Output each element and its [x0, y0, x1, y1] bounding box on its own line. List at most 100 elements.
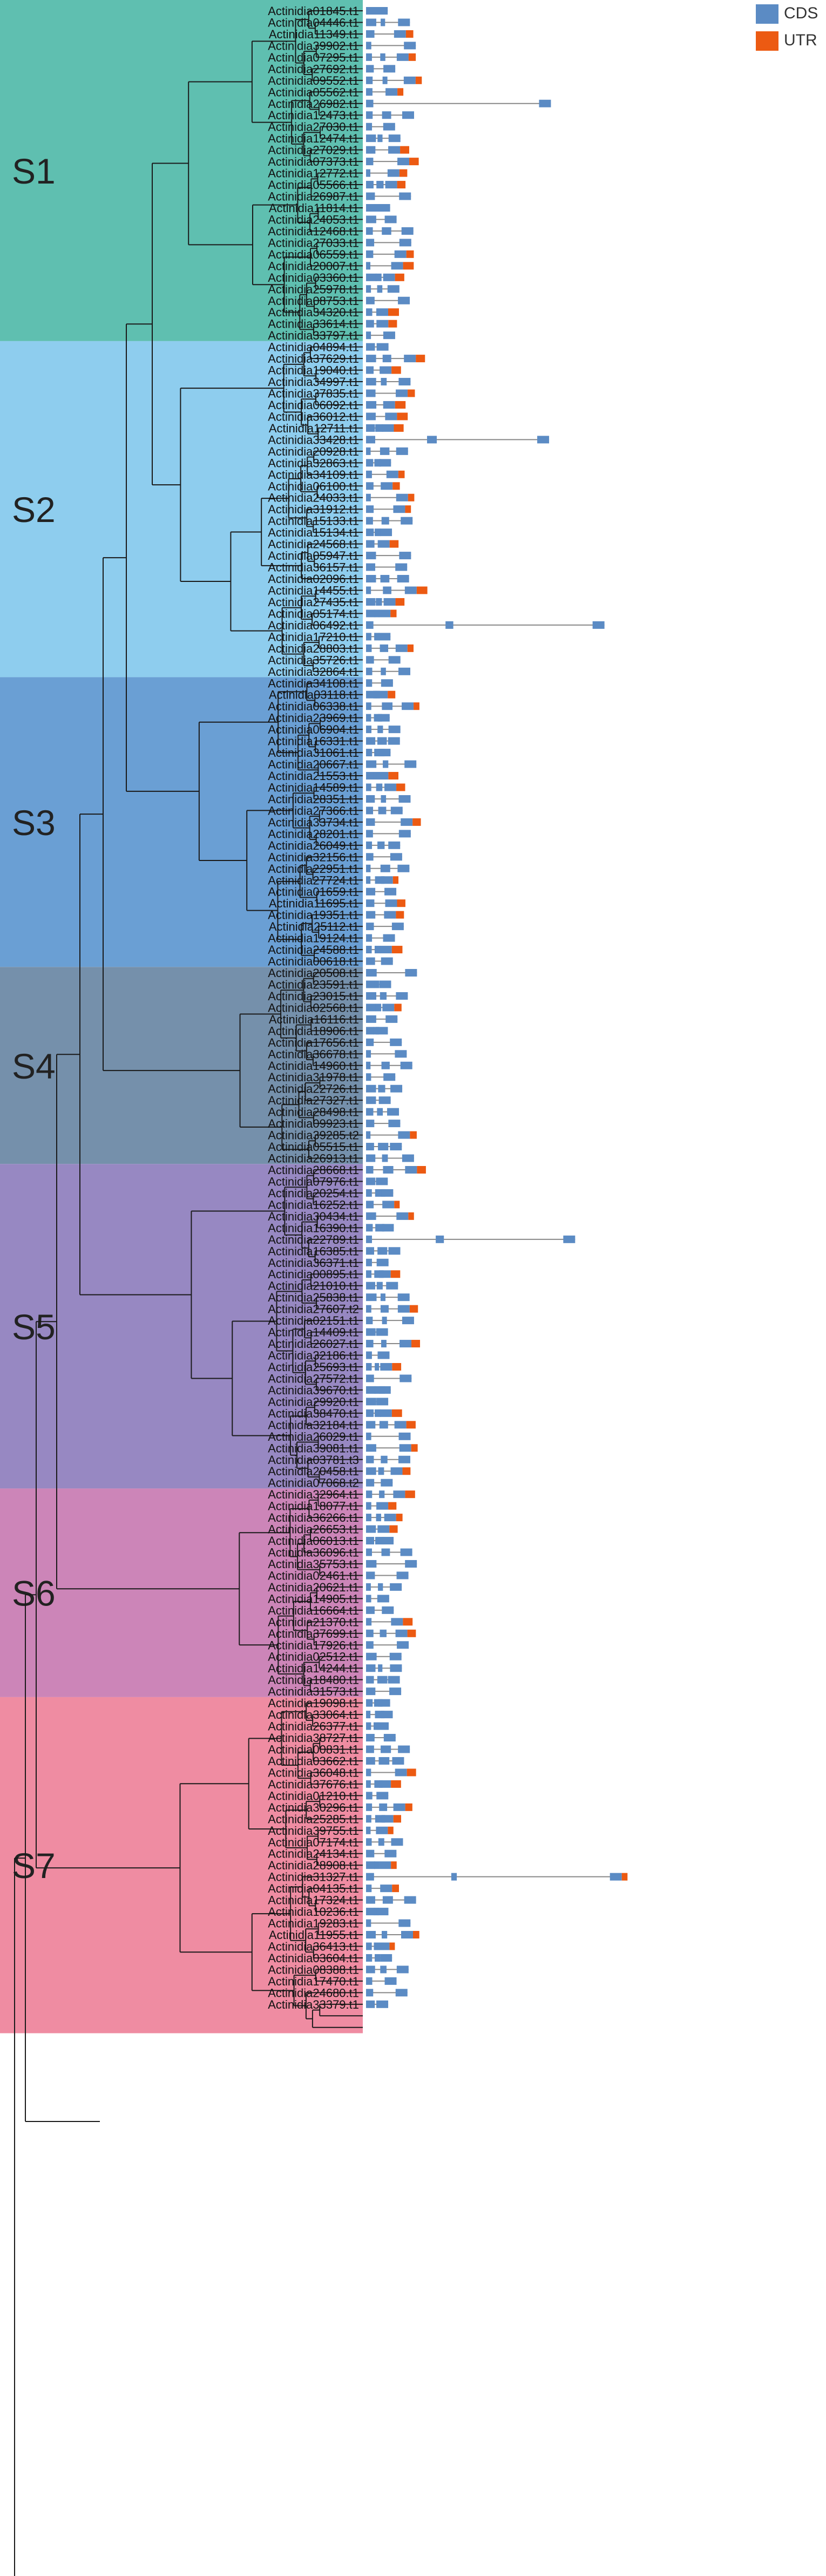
gene-label: Actinidia17210.t1	[268, 630, 359, 643]
cds-exon	[366, 1108, 374, 1116]
cds-exon	[366, 1711, 371, 1719]
gene-structure	[366, 1838, 403, 1846]
gene-label: Actinidia18480.t1	[268, 1673, 359, 1687]
gene-structure	[366, 99, 551, 107]
gene-label: Actinidia24588.t1	[268, 943, 359, 957]
gene-label: Actinidia03662.t1	[268, 1754, 359, 1768]
cds-exon	[374, 633, 380, 641]
utr-segment	[397, 181, 406, 189]
gene-label: Actinidia02151.t1	[268, 1314, 359, 1327]
cds-exon	[366, 1270, 372, 1278]
utr-segment	[389, 540, 399, 548]
cds-exon	[366, 53, 372, 61]
gene-label: Actinidia36266.t1	[268, 1511, 359, 1524]
gene-label: Actinidia06013.t1	[268, 1534, 359, 1548]
cds-exon	[366, 1073, 371, 1081]
utr-segment	[392, 1884, 399, 1893]
gene-structure	[366, 1502, 397, 1510]
cds-exon	[380, 864, 390, 872]
cds-exon	[366, 1664, 376, 1672]
gene-structure	[366, 1096, 391, 1104]
gene-label: Actinidia24568.t1	[268, 538, 359, 551]
cds-exon	[366, 1757, 375, 1765]
cds-exon	[380, 992, 387, 1000]
cds-exon	[366, 1490, 373, 1499]
tree-branches	[14, 10, 363, 2576]
gene-label: Actinidia11955.t1	[269, 1928, 359, 1942]
cds-exon	[402, 111, 414, 119]
cds-exon	[395, 1050, 407, 1058]
gene-structure	[366, 980, 391, 988]
gene-label: Actinidia15134.t1	[268, 526, 359, 539]
utr-segment	[408, 53, 416, 61]
cds-exon	[383, 934, 395, 942]
gene-label: Actinidia14589.t1	[268, 781, 359, 794]
subfamily-band-s5	[0, 1164, 363, 1489]
gene-label: Actinidia26653.t1	[268, 1523, 359, 1536]
cds-exon	[366, 853, 374, 861]
cds-exon	[366, 88, 373, 96]
cds-exon	[378, 806, 387, 815]
gene-structure	[366, 1792, 389, 1800]
cds-exon	[381, 517, 389, 525]
gene-label: Actinidia39285.t2	[268, 1129, 359, 1142]
gene-structure	[366, 1270, 401, 1278]
gene-label: Actinidia22726.t1	[268, 1082, 359, 1096]
cds-exon	[382, 1931, 388, 1939]
gene-structure	[366, 1583, 402, 1591]
cds-exon	[388, 737, 400, 745]
cds-exon	[366, 528, 374, 537]
gene-label: Actinidia34997.t1	[268, 375, 359, 389]
gene-structure	[366, 1073, 396, 1081]
subfamily-band-s6	[0, 1488, 363, 1697]
cds-exon	[376, 772, 389, 780]
gene-structure	[366, 1444, 418, 1452]
cds-exon	[366, 864, 371, 872]
cds-exon	[379, 1421, 388, 1429]
gene-structure	[366, 1676, 400, 1684]
legend-cds-swatch	[756, 4, 778, 24]
cds-exon	[366, 1571, 375, 1580]
cds-exon	[395, 1768, 407, 1777]
utr-segment	[396, 1514, 403, 1522]
cds-exon	[375, 424, 383, 432]
gene-label: Actinidia28498.t1	[268, 1106, 359, 1119]
gene-label: Actinidia19283.t1	[268, 1917, 359, 1930]
cds-exon	[378, 1386, 391, 1394]
gene-label: Actinidia16331.t1	[268, 735, 359, 748]
utr-segment	[621, 1873, 628, 1881]
cds-exon	[395, 1629, 408, 1637]
gene-label: Actinidia31912.t1	[268, 503, 359, 516]
gene-structure	[366, 1560, 417, 1568]
gene-label: Actinidia32186.t1	[268, 1349, 359, 1362]
cds-exon	[381, 1745, 391, 1753]
gene-structure	[366, 1317, 414, 1325]
cds-exon	[366, 1629, 374, 1637]
cds-exon	[366, 1224, 373, 1232]
cds-exon	[390, 853, 402, 861]
cds-exon	[379, 1861, 391, 1869]
cds-exon	[366, 540, 375, 548]
gene-structure	[366, 42, 416, 50]
cds-exon	[391, 923, 404, 931]
gene-structure	[366, 1432, 411, 1440]
gene-structure	[366, 1537, 394, 1545]
gene-structure	[366, 1189, 394, 1197]
cds-exon	[380, 1954, 392, 1962]
gene-label: Actinidia20254.t1	[268, 1187, 359, 1200]
utr-segment	[410, 1131, 417, 1139]
cds-exon	[385, 181, 397, 189]
cds-exon	[366, 1038, 374, 1046]
cds-exon	[366, 702, 371, 710]
cds-exon	[366, 1235, 373, 1243]
gene-label: Actinidia16116.t1	[269, 1013, 359, 1026]
cds-exon	[366, 1792, 373, 1800]
utr-segment	[407, 644, 414, 652]
utr-segment	[400, 146, 409, 154]
gene-label: Actinidia27607.t2	[268, 1303, 359, 1316]
cds-exon	[374, 946, 381, 954]
cds-exon	[366, 215, 376, 223]
gene-label: Actinidia30296.t1	[268, 1801, 359, 1814]
cds-exon	[366, 1421, 376, 1429]
cds-exon	[399, 239, 411, 247]
